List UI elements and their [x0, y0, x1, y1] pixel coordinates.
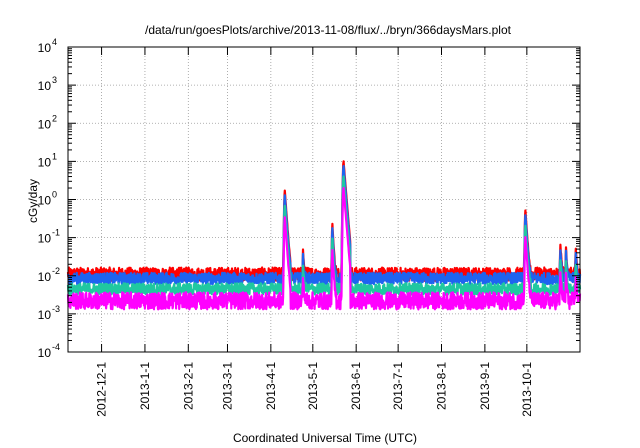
y-tick-exponent: 4 [52, 37, 57, 47]
x-tick-label: 2013-5-1 [306, 362, 320, 410]
y-tick-label: 10 [38, 232, 52, 246]
y-tick-label: 10 [38, 41, 52, 55]
x-tick-label: 2013-6-1 [349, 362, 363, 410]
y-tick-label: 10 [38, 117, 52, 131]
x-tick-label: 2012-12-1 [95, 362, 109, 417]
x-axis-title: Coordinated Universal Time (UTC) [233, 431, 417, 445]
y-tick-exponent: -3 [52, 304, 60, 314]
y-tick-label: 10 [38, 155, 52, 169]
series-line-4 [66, 186, 582, 311]
x-tick-labels: 2012-12-1 2013-1-1 2013-2-1 2013-3-1 2013-4-… [95, 362, 534, 417]
y-tick-label: 10 [38, 79, 52, 93]
y-tick-label: 10 [38, 194, 52, 208]
x-tick-label: 2013-2-1 [181, 362, 195, 410]
chart-title: /data/run/goesPlots/archive/2013-11-08/f… [145, 23, 512, 37]
y-tick-exponent: 3 [52, 75, 57, 85]
x-tick-label: 2013-7-1 [391, 362, 405, 410]
y-tick-exponent: 1 [52, 151, 57, 161]
x-tick-label: 2013-9-1 [478, 362, 492, 410]
y-tick-exponent: 2 [52, 113, 57, 123]
y-tick-exponent: -1 [52, 228, 60, 238]
y-tick-exponent: 0 [52, 190, 57, 200]
ticks [68, 46, 580, 353]
y-tick-label: 10 [38, 308, 52, 322]
x-tick-label: 2013-4-1 [264, 362, 278, 410]
y-tick-label: 10 [38, 346, 52, 360]
x-tick-label: 2013-3-1 [220, 362, 234, 410]
x-tick-label: 2013-8-1 [435, 362, 449, 410]
y-axis-title: cGy/day [26, 179, 40, 223]
y-tick-label: 10 [38, 270, 52, 284]
y-tick-exponent: -2 [52, 266, 60, 276]
x-tick-label: 2013-1-1 [138, 362, 152, 410]
x-tick-label: 2013-10-1 [520, 362, 534, 417]
y-tick-exponent: -4 [52, 342, 60, 352]
series-layer [66, 160, 582, 311]
